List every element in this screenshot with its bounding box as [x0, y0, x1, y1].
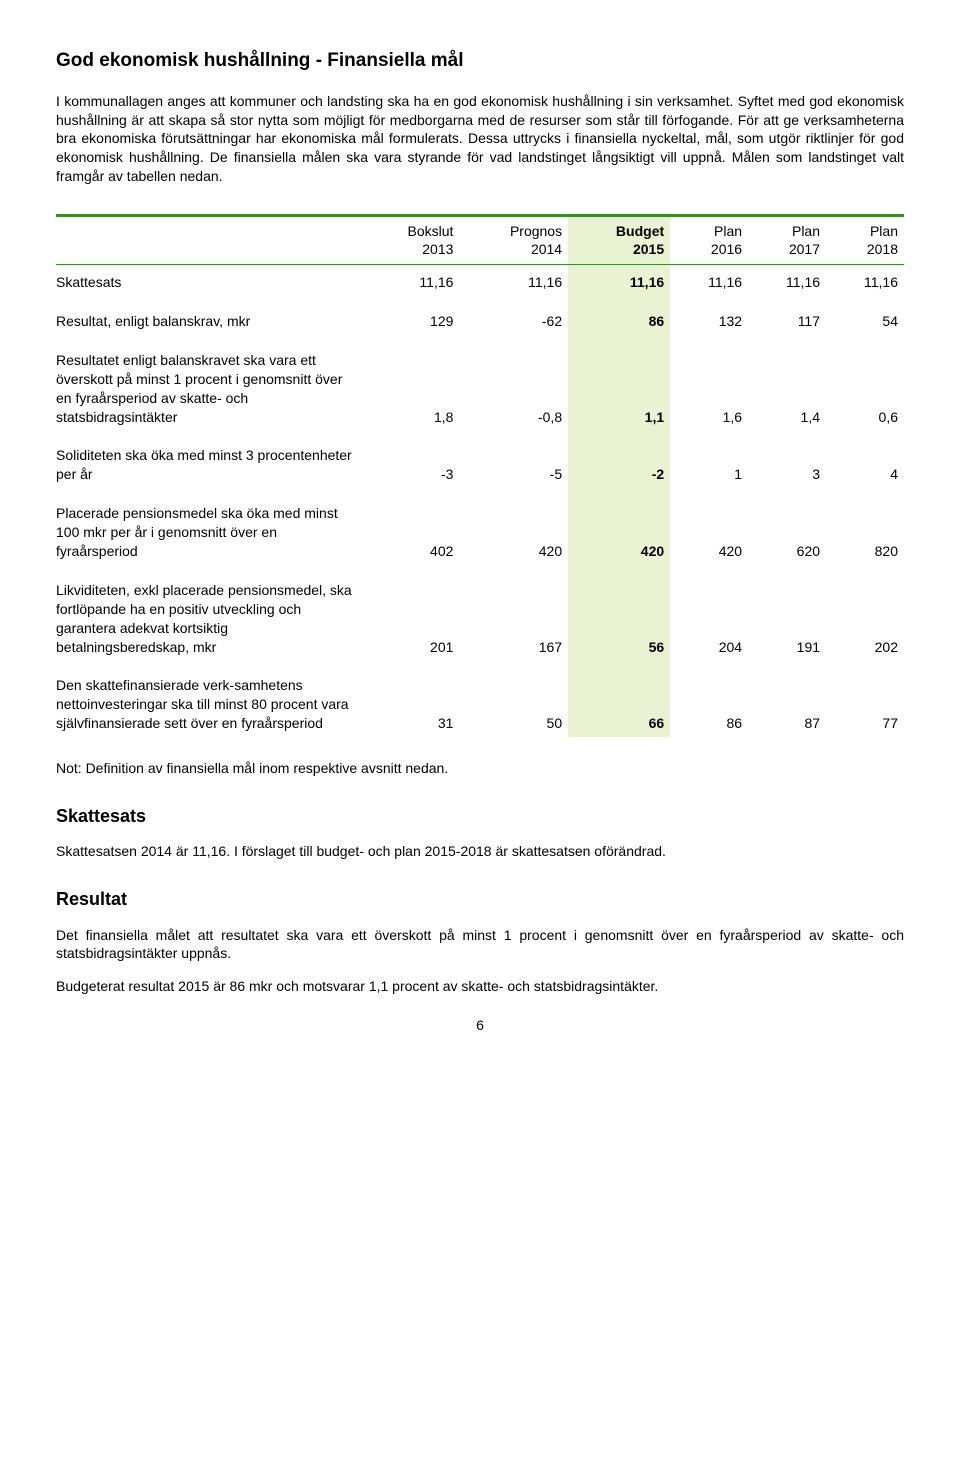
table-row: Placerade pensionsmedel ska öka med mins…	[56, 488, 904, 565]
table-row: Resultat, enligt balanskrav, mkr 129 -62…	[56, 296, 904, 335]
col-budget: Budget2015	[568, 216, 670, 265]
cell: 50	[459, 660, 568, 737]
row-label: Soliditeten ska öka med minst 3 procente…	[56, 430, 361, 488]
cell: 1,1	[568, 335, 670, 431]
col-plan-2017: Plan2017	[748, 216, 826, 265]
cell: 132	[670, 296, 748, 335]
cell: 117	[748, 296, 826, 335]
row-label: Placerade pensionsmedel ska öka med mins…	[56, 488, 361, 565]
section-heading-resultat: Resultat	[56, 887, 904, 911]
cell: 86	[568, 296, 670, 335]
cell: 1,8	[361, 335, 459, 431]
cell: 204	[670, 565, 748, 661]
cell: 1,4	[748, 335, 826, 431]
table-row: Soliditeten ska öka med minst 3 procente…	[56, 430, 904, 488]
cell: 11,16	[459, 265, 568, 296]
cell: -2	[568, 430, 670, 488]
table-header-row: Bokslut2013 Prognos2014 Budget2015 Plan2…	[56, 216, 904, 265]
cell: 87	[748, 660, 826, 737]
intro-paragraph: I kommunallagen anges att kommuner och l…	[56, 92, 904, 186]
section-heading-skattesats: Skattesats	[56, 804, 904, 828]
section-body-skattesats: Skattesatsen 2014 är 11,16. I förslaget …	[56, 842, 904, 861]
cell: 77	[826, 660, 904, 737]
cell: 3	[748, 430, 826, 488]
cell: 202	[826, 565, 904, 661]
cell: 31	[361, 660, 459, 737]
cell: 420	[459, 488, 568, 565]
col-label	[56, 216, 361, 265]
row-label: Resultatet enligt balanskravet ska vara …	[56, 335, 361, 431]
cell: -62	[459, 296, 568, 335]
table-row: Den skattefinansierade verk-samhetens ne…	[56, 660, 904, 737]
cell: 420	[568, 488, 670, 565]
section-body-resultat-1: Det finansiella målet att resultatet ska…	[56, 926, 904, 964]
cell: -5	[459, 430, 568, 488]
cell: 820	[826, 488, 904, 565]
table-note: Not: Definition av finansiella mål inom …	[56, 759, 904, 778]
cell: 201	[361, 565, 459, 661]
cell: 66	[568, 660, 670, 737]
cell: 402	[361, 488, 459, 565]
cell: 620	[748, 488, 826, 565]
cell: 54	[826, 296, 904, 335]
cell: 1,6	[670, 335, 748, 431]
page-title: God ekonomisk hushållning - Finansiella …	[56, 48, 904, 74]
col-bokslut: Bokslut2013	[361, 216, 459, 265]
cell: 11,16	[748, 265, 826, 296]
cell: 11,16	[826, 265, 904, 296]
cell: 11,16	[361, 265, 459, 296]
row-label: Resultat, enligt balanskrav, mkr	[56, 296, 361, 335]
cell: -0,8	[459, 335, 568, 431]
table-row: Likviditeten, exkl placerade pensionsmed…	[56, 565, 904, 661]
row-label: Den skattefinansierade verk-samhetens ne…	[56, 660, 361, 737]
col-plan-2016: Plan2016	[670, 216, 748, 265]
cell: 0,6	[826, 335, 904, 431]
cell: -3	[361, 430, 459, 488]
row-label: Likviditeten, exkl placerade pensionsmed…	[56, 565, 361, 661]
cell: 191	[748, 565, 826, 661]
table-row: Skattesats 11,16 11,16 11,16 11,16 11,16…	[56, 265, 904, 296]
cell: 129	[361, 296, 459, 335]
cell: 11,16	[568, 265, 670, 296]
cell: 4	[826, 430, 904, 488]
financial-targets-table: Bokslut2013 Prognos2014 Budget2015 Plan2…	[56, 214, 904, 737]
cell: 167	[459, 565, 568, 661]
col-prognos: Prognos2014	[459, 216, 568, 265]
cell: 86	[670, 660, 748, 737]
cell: 420	[670, 488, 748, 565]
cell: 56	[568, 565, 670, 661]
col-plan-2018: Plan2018	[826, 216, 904, 265]
row-label: Skattesats	[56, 265, 361, 296]
cell: 1	[670, 430, 748, 488]
section-body-resultat-2: Budgeterat resultat 2015 är 86 mkr och m…	[56, 977, 904, 996]
page-number: 6	[56, 1016, 904, 1035]
table-row: Resultatet enligt balanskravet ska vara …	[56, 335, 904, 431]
cell: 11,16	[670, 265, 748, 296]
